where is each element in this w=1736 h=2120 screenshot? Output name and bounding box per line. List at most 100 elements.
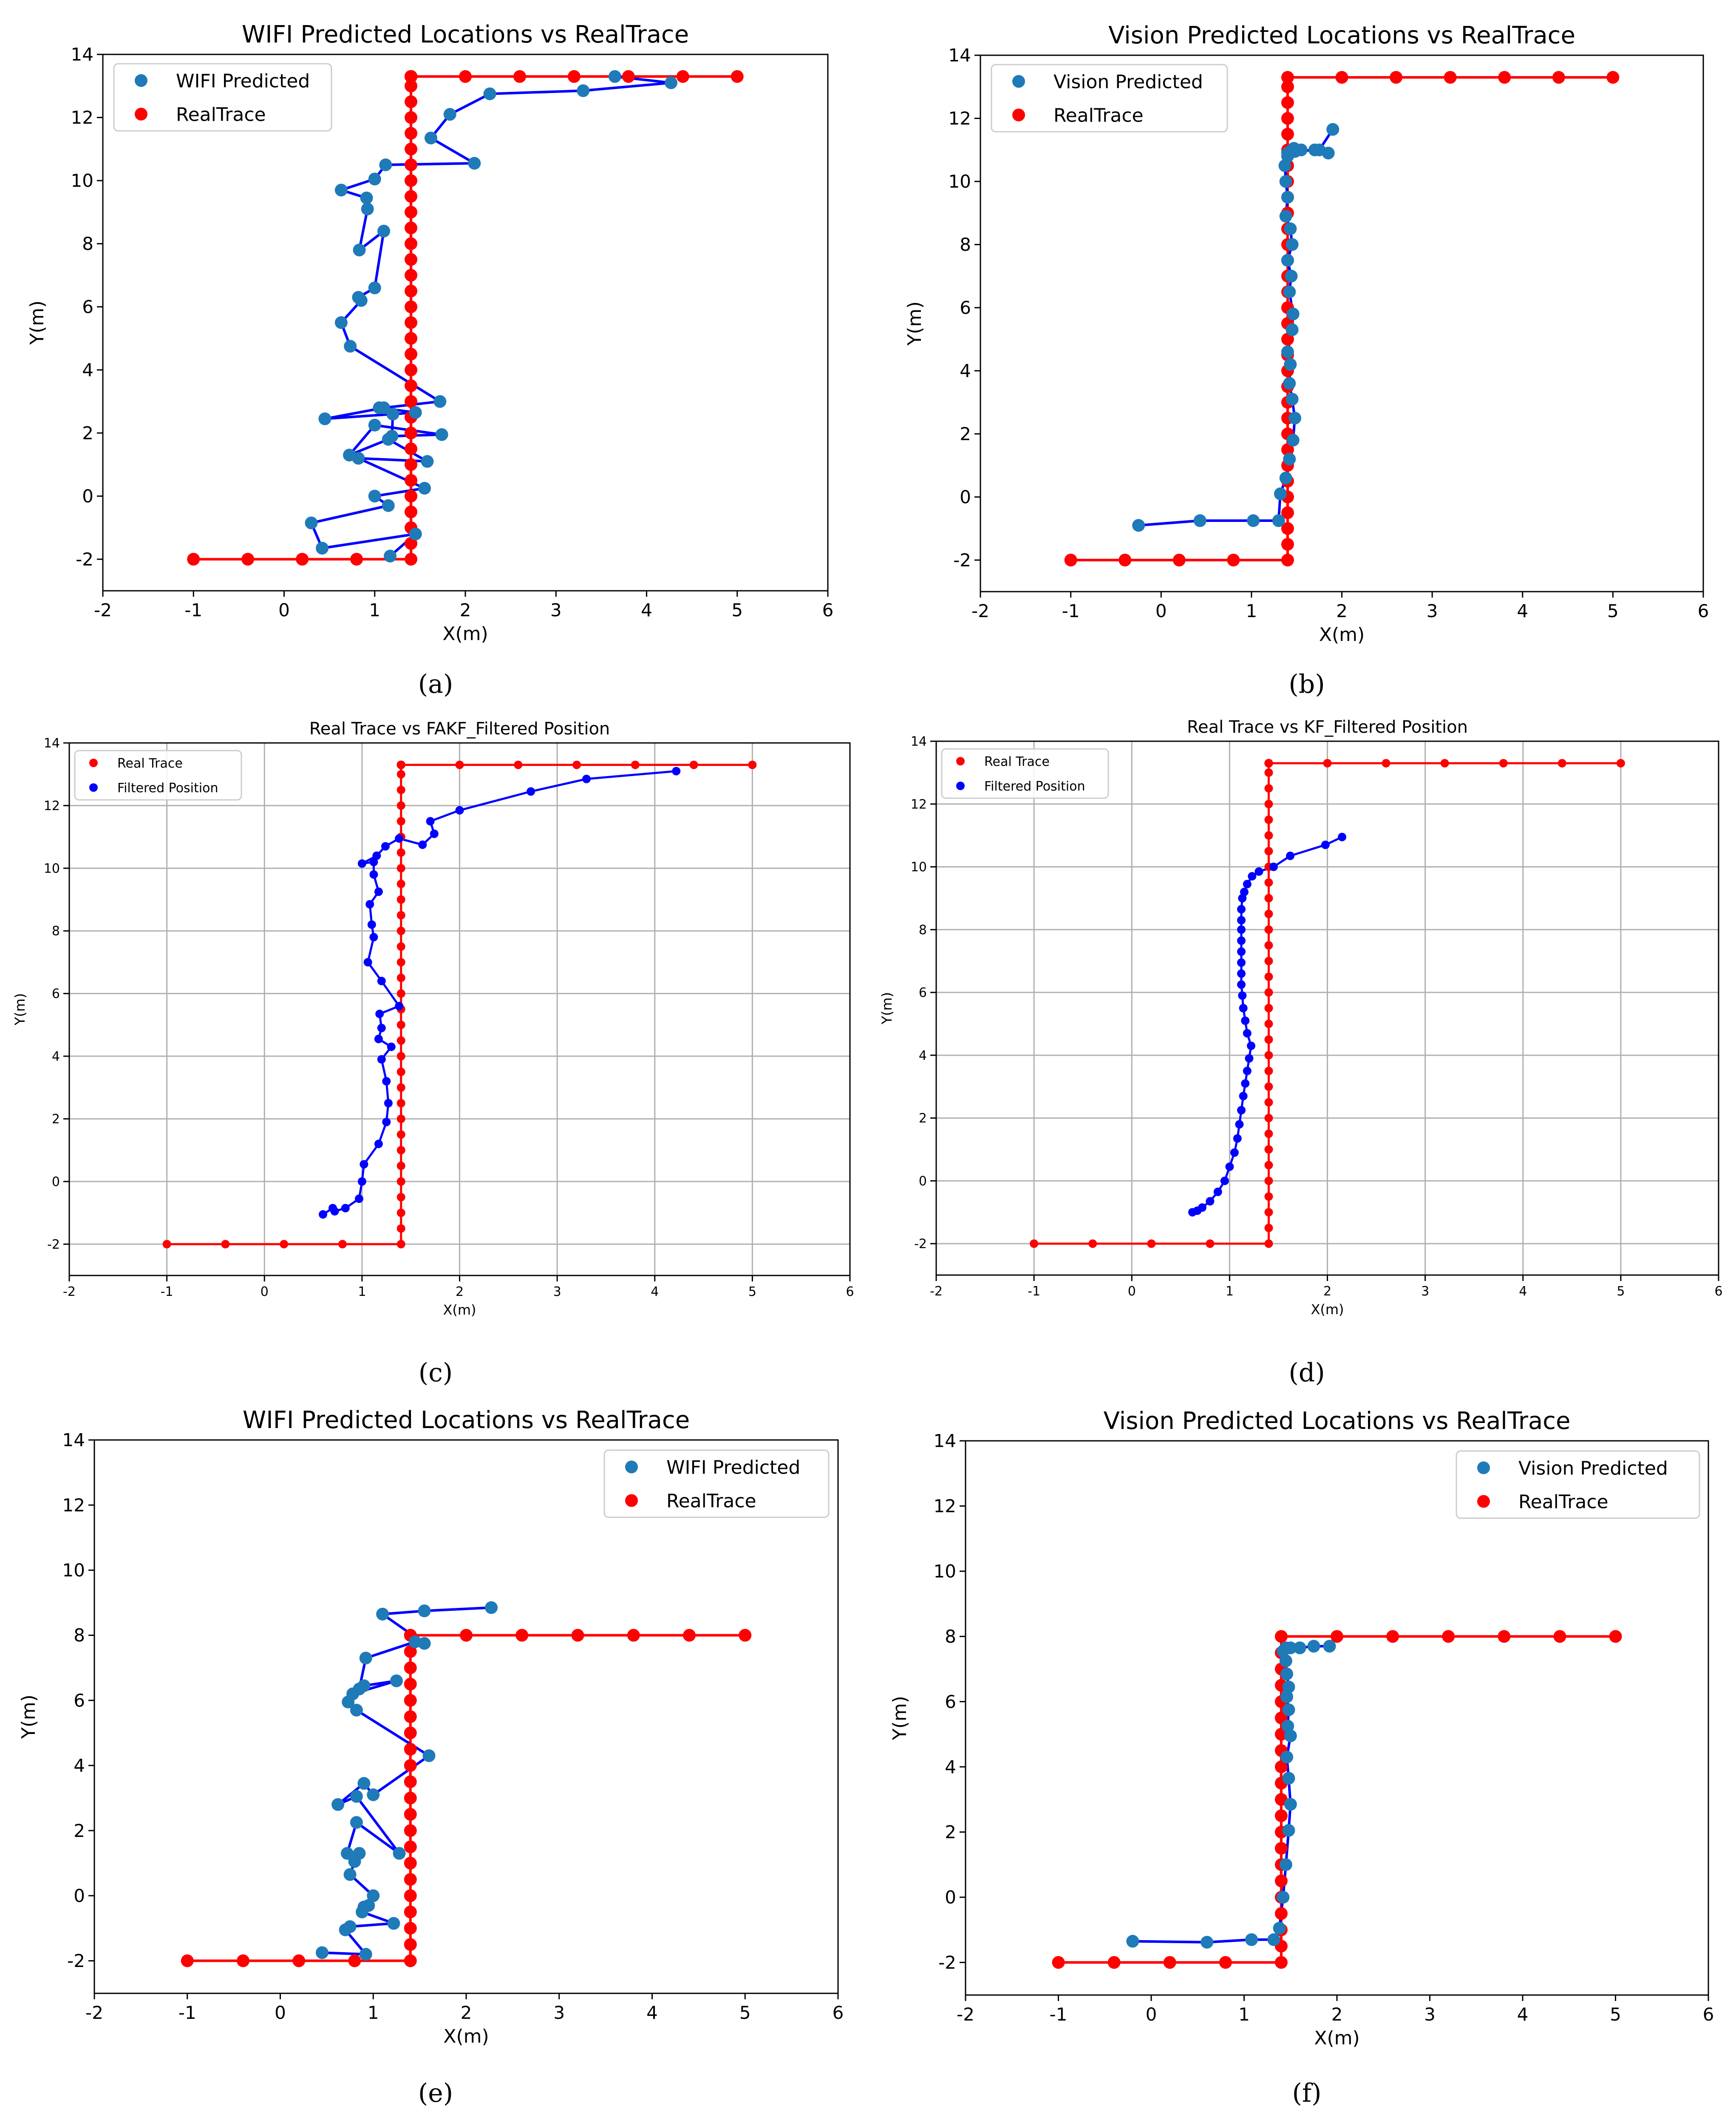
chart-1-predicted-point <box>377 224 391 238</box>
chart-1-predicted-point <box>352 291 365 304</box>
chart-4-ytick-label-7: 12 <box>911 797 927 812</box>
chart-5-real-point <box>404 1775 417 1788</box>
chart-6-predicted-point <box>1282 1703 1295 1716</box>
chart-1-real-point <box>405 379 418 392</box>
chart-3-real-point <box>396 848 405 857</box>
chart-1-xtick-label-4: 2 <box>460 600 471 621</box>
chart-1-xlabel: X(m) <box>442 623 488 645</box>
chart-1-real-point <box>731 70 744 83</box>
chart-1-real-point <box>405 363 418 377</box>
chart-1-real-point <box>405 70 418 83</box>
chart-6-predicted-point <box>1277 1890 1290 1904</box>
chart-6-predicted-point <box>1273 1922 1286 1935</box>
chart-6-real-point <box>1331 1630 1343 1643</box>
chart-1-real-point <box>405 505 418 519</box>
chart-2-predicted-point <box>1283 285 1296 298</box>
chart-3-predicted-point <box>369 870 378 879</box>
chart-2-real-point <box>1281 96 1294 109</box>
chart-1-xtick-label-5: 3 <box>550 600 562 621</box>
chart-3-predicted-point <box>430 829 439 838</box>
chart-5-real-point <box>404 1791 417 1805</box>
chart-1-legend: WIFI Predicted RealTrace <box>113 63 332 132</box>
chart-1-xtick-label-2: 0 <box>278 600 290 621</box>
chart-3-predicted-point <box>367 920 376 929</box>
chart-2-ytick-label-2: 2 <box>960 424 971 445</box>
chart-6-predicted-point <box>1267 1933 1280 1946</box>
chart-6-predicted-line <box>1133 1645 1330 1944</box>
chart-5-real-point <box>404 1726 417 1740</box>
chart-6-ytick-label-5: 8 <box>945 1626 956 1647</box>
chart-6-ytick-label-2: 2 <box>945 1822 956 1842</box>
chart-2-predicted-point <box>1281 345 1294 358</box>
chart-2-ytick-label-1: 0 <box>960 487 971 507</box>
chart-1-predicted-point <box>360 191 373 204</box>
chart-2-real-point <box>1498 71 1511 84</box>
chart-1-xtick-label-6: 4 <box>641 600 652 621</box>
chart-3-real-point <box>396 1036 405 1045</box>
chart-2-predicted-point <box>1283 377 1296 390</box>
chart-5-real-point <box>515 1629 529 1642</box>
chart-6-real-point <box>1274 1809 1288 1822</box>
chart-3-real-point <box>631 760 640 769</box>
chart-2-predicted-point <box>1288 145 1301 158</box>
chart-5-predicted-point <box>341 1847 354 1860</box>
chart-1-predicted-point <box>433 395 447 408</box>
chart-2-predicted-line <box>1138 128 1334 527</box>
chart-4-predicted-point <box>1237 916 1246 925</box>
chart-5-frame <box>93 1439 839 1994</box>
chart-4-predicted-point <box>1239 1091 1248 1100</box>
chart-3-ytick-label-7: 12 <box>44 799 60 813</box>
chart-6-xtick-label-6: 4 <box>1517 2004 1529 2025</box>
chart-1-ytick-label-5: 8 <box>82 233 93 254</box>
chart-4-xtick-label-8: 6 <box>1714 1284 1722 1299</box>
chart-2-ytick-label-5: 8 <box>960 234 971 255</box>
chart-3-xtick-label-6: 4 <box>651 1284 659 1299</box>
chart-4-predicted-point <box>1237 969 1246 978</box>
chart-5-legend: WIFI Predicted RealTrace <box>603 1449 830 1518</box>
chart-6-predicted-point <box>1282 1771 1295 1785</box>
chart-5-legend-marker-1 <box>625 1494 638 1507</box>
chart-5-legend-marker-0 <box>625 1460 638 1474</box>
chart-1-predicted-point <box>368 490 381 503</box>
chart-1-real-point <box>405 474 418 487</box>
chart-6-predicted-point <box>1282 1824 1295 1837</box>
chart-1-real-point <box>405 111 418 124</box>
chart-1-predicted-point <box>316 541 329 555</box>
chart-1-real-line <box>193 75 737 561</box>
chart-3-predicted-point <box>377 977 386 986</box>
chart-4-real-point <box>1264 1192 1273 1201</box>
chart-1-real-point <box>567 70 581 83</box>
chart-2-predicted-point <box>1285 269 1298 283</box>
chart-6-predicted-point <box>1280 1690 1294 1703</box>
chart-5-ytick-label-8: 14 <box>62 1430 85 1451</box>
chart-1-ytick-label-1: 0 <box>82 486 93 507</box>
chart-1-predicted-line <box>309 75 671 557</box>
chart-3-real-point <box>396 1177 405 1186</box>
chart-3-real-point <box>396 1020 405 1029</box>
chart-1-real-point <box>405 237 418 250</box>
chart-5-real-point <box>404 1808 417 1821</box>
chart-4-predicted-point <box>1248 872 1257 881</box>
chart-4-predicted-point <box>1269 862 1278 871</box>
chart-4-predicted-point <box>1240 887 1249 896</box>
chart-3-ytick-label-0: -2 <box>47 1237 60 1252</box>
chart-2-xtick-label-5: 3 <box>1427 601 1438 621</box>
chart-5-real-point <box>404 1759 417 1772</box>
chart-2-xtick-label-7: 5 <box>1607 601 1619 621</box>
chart-2-real-point <box>1281 538 1294 551</box>
chart-2-predicted-point <box>1279 210 1292 223</box>
chart-3-real-point <box>455 760 464 769</box>
chart-4-ytick-label-1: 0 <box>919 1174 927 1189</box>
chart-5-real-point <box>404 1743 417 1756</box>
chart-3-predicted-point <box>319 1210 328 1219</box>
chart-5-predicted-point <box>393 1847 406 1860</box>
chart-4-real-point <box>1264 894 1273 903</box>
chart-4-real-point <box>1264 1239 1273 1248</box>
chart-6-real-point <box>1274 1760 1288 1774</box>
chart-6-ytick-label-4: 6 <box>945 1691 956 1712</box>
chart-2-predicted-point <box>1281 191 1294 204</box>
chart-4-real-point <box>1264 1224 1273 1233</box>
caption-e: (e) <box>418 2078 453 2108</box>
chart-6-ytick-label-1: 0 <box>945 1887 956 1908</box>
